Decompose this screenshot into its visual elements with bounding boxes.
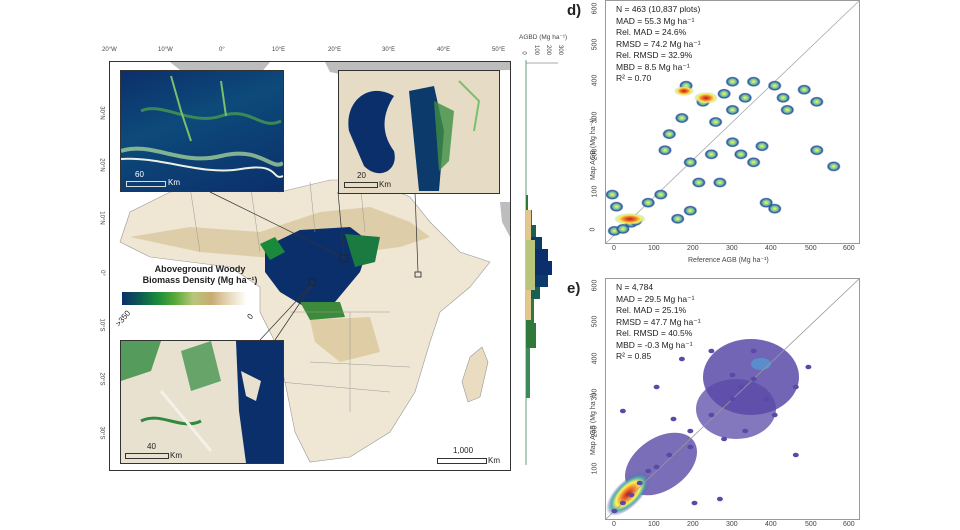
stats-box: N = 463 (10,837 plots) MAD = 55.3 Mg ha⁻…: [616, 4, 701, 85]
stat-n: N = 4,784: [616, 282, 654, 292]
plot-area: N = 4,784 MAD = 29.5 Mg ha⁻¹ Rel. MAD = …: [605, 278, 860, 520]
legend-title: Aboveground Woody Biomass Density (Mg ha…: [142, 264, 258, 285]
inset-scale-bar: [126, 181, 166, 187]
y-tick: 400: [591, 352, 599, 365]
x-tick: 600: [843, 521, 855, 528]
stat-rmsd: RMSD = 74.2 Mg ha⁻¹: [616, 38, 701, 49]
density-scatter: [605, 0, 860, 244]
stat-rmsd: RMSD = 47.7 Mg ha⁻¹: [616, 316, 701, 327]
plot-area: N = 463 (10,837 plots) MAD = 55.3 Mg ha⁻…: [605, 0, 860, 244]
stat-n: N = 463 (10,837 plots): [616, 4, 701, 14]
y-tick: 600: [591, 279, 599, 292]
inset-map-top-right: 20 Km: [338, 70, 500, 194]
inset-scale-value: 40: [147, 442, 156, 451]
inset-scale-unit: Km: [379, 180, 391, 189]
y-tick: 0: [589, 227, 597, 232]
lat-tick: 0°: [98, 270, 105, 276]
x-axis-label: Reference AGB (Mg ha⁻¹): [688, 257, 769, 264]
x-tick: 500: [805, 245, 817, 252]
stat-r2: R² = 0.85: [616, 351, 652, 361]
inset-texture: [121, 75, 283, 178]
histogram-tick: 100: [533, 44, 540, 56]
y-tick: 400: [591, 74, 599, 87]
africa-map: [119, 62, 510, 463]
map-scale-value: 1,000: [453, 446, 474, 455]
stat-mbd: MBD = 8.5 Mg ha⁻¹: [616, 61, 690, 72]
inset-scale-bar: [125, 453, 169, 459]
lat-tick: 10°N: [98, 211, 105, 225]
inset-scale-value: 20: [357, 171, 366, 180]
map-frame: 60 Km 20 Km: [109, 61, 511, 471]
stat-r2: R² = 0.70: [616, 73, 652, 83]
y-tick: 500: [591, 315, 599, 328]
histogram-bars: [525, 60, 558, 465]
legend-color-ramp: [122, 292, 247, 305]
histogram-tick: 200: [545, 44, 552, 56]
stats-box: N = 4,784 MAD = 29.5 Mg ha⁻¹ Rel. MAD = …: [616, 282, 701, 363]
lon-tick: 10°W: [158, 47, 173, 53]
x-tick: 300: [726, 245, 738, 252]
x-tick: 200: [687, 521, 699, 528]
histogram-tick: 300: [557, 44, 564, 56]
stat-mbd: MBD = -0.3 Mg ha⁻¹: [616, 339, 693, 350]
x-tick: 0: [612, 245, 616, 252]
inset-scale-bar: [344, 182, 378, 188]
lat-tick: 30°N: [98, 106, 105, 120]
x-tick: 100: [648, 245, 660, 252]
density-scatter: [605, 278, 860, 520]
lon-tick: 50°E: [492, 47, 506, 53]
x-tick: 400: [765, 521, 777, 528]
x-tick: 0: [612, 521, 616, 528]
inset-map-top-left: 60 Km: [120, 70, 284, 192]
lat-tick: 20°N: [98, 158, 105, 172]
lat-tick: 10°S: [98, 318, 105, 332]
inset-texture: [121, 341, 283, 463]
x-tick: 500: [805, 521, 817, 528]
inset-texture: [348, 80, 481, 191]
y-axis-label: Map AGB (Mg ha⁻¹): [590, 392, 597, 456]
stat-mad: MAD = 29.5 Mg ha⁻¹: [616, 293, 695, 304]
lon-tick: 0°: [219, 47, 225, 53]
inset-map-bottom-left: 40 Km: [120, 340, 284, 464]
map-scale-unit: Km: [488, 456, 500, 465]
inset-scale-value: 60: [135, 170, 144, 179]
panel-label: e): [567, 280, 581, 297]
stat-rel-mad: Rel. MAD = 25.1%: [616, 305, 687, 315]
x-tick: 100: [648, 521, 660, 528]
lon-tick: 20°W: [102, 47, 117, 53]
stat-mad: MAD = 55.3 Mg ha⁻¹: [616, 15, 695, 26]
panel-label: d): [567, 2, 582, 19]
lon-tick: 30°E: [382, 47, 396, 53]
lat-tick: 30°S: [98, 426, 105, 440]
lon-tick: 40°E: [437, 47, 451, 53]
inset-scale-unit: Km: [170, 451, 182, 460]
y-axis-label: Map AGB (Mg ha⁻¹): [590, 117, 597, 181]
stat-rel-mad: Rel. MAD = 24.6%: [616, 27, 687, 37]
y-tick: 600: [591, 2, 599, 15]
inset-scale-unit: Km: [168, 178, 180, 187]
y-tick: 500: [591, 38, 599, 51]
histogram-title: AGBD (Mg ha⁻¹): [519, 34, 568, 41]
x-tick: 200: [687, 245, 699, 252]
x-tick: 600: [843, 245, 855, 252]
x-tick: 300: [726, 521, 738, 528]
lat-tick: 20°S: [98, 372, 105, 386]
stat-rel-rmsd: Rel. RMSD = 32.9%: [616, 50, 693, 60]
stat-rel-rmsd: Rel. RMSD = 40.5%: [616, 328, 693, 338]
histogram-tick: 0: [520, 51, 527, 55]
map-scale-bar: [437, 458, 487, 464]
lon-tick: 10°E: [272, 47, 286, 53]
lon-tick: 20°E: [328, 47, 342, 53]
x-tick: 400: [765, 245, 777, 252]
